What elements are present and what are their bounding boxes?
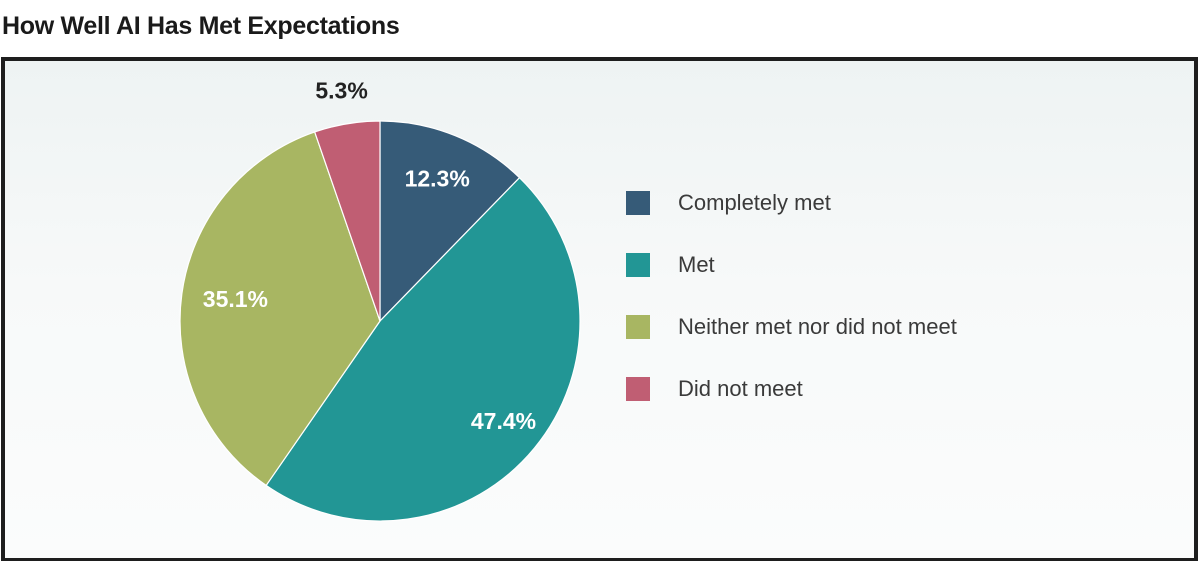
pie-slice-neither-met-nor-did-not-meet [179,131,381,487]
legend-swatch [626,315,650,339]
legend-label: Completely met [678,190,831,215]
slice-label: 5.3% [315,77,367,103]
slice-label: 35.1% [203,286,268,312]
legend-swatch [626,191,650,215]
legend-swatch [626,377,650,401]
pie-chart: 12.3% 47.4% 35.1% 5.3% [179,77,581,522]
chart-frame: 12.3% 47.4% 35.1% 5.3% Completely met Met N… [1,57,1198,561]
pie-slice-did-not-meet [313,120,381,322]
pie-slice-completely-met [379,120,521,323]
legend-label: Met [678,252,715,277]
legend-label: Did not meet [678,376,803,401]
slice-label: 47.4% [471,408,536,434]
slice-label: 12.3% [405,165,470,191]
pie-slice-met [265,176,581,522]
legend-swatch [626,253,650,277]
legend-label: Neither met nor did not meet [678,314,957,339]
chart-title: How Well AI Has Met Expectations [2,12,400,40]
